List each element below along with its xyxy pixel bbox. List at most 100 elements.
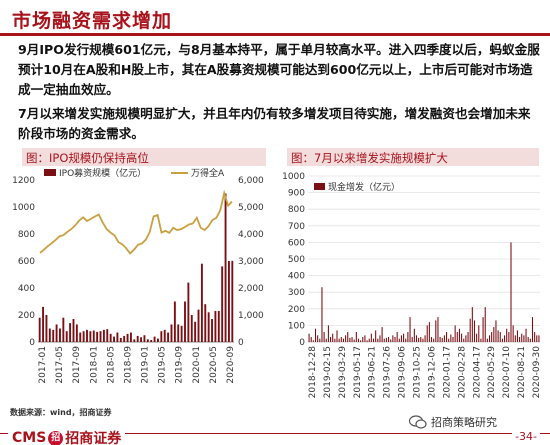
placement-bar: [355, 332, 357, 342]
placement-bar: [426, 325, 428, 342]
ipo-bar: [217, 310, 220, 342]
ipo-bar: [214, 310, 217, 342]
placement-bar: [536, 335, 538, 342]
logo-seal: 招: [48, 430, 64, 445]
y-tick-label: 700: [288, 222, 305, 232]
wechat-icon: [408, 415, 427, 429]
placement-bar: [381, 327, 383, 342]
placement-bar: [486, 338, 488, 342]
placement-bar: [347, 332, 349, 342]
ipo-bar: [200, 263, 203, 342]
x-tick-label: 2019-05-17: [353, 346, 363, 398]
placement-bar: [308, 333, 310, 342]
placement-bar: [362, 337, 364, 342]
ipo-bar: [143, 335, 146, 342]
ipo-bar: [62, 317, 65, 342]
placement-bar: [334, 338, 336, 342]
ipo-bar: [173, 301, 176, 342]
placement-bar: [454, 325, 456, 342]
x-tick-label: 2020-02-28: [457, 346, 467, 399]
ipo-bar: [38, 317, 41, 342]
legend-bar-label: IPO募资规模（亿元）: [59, 167, 146, 179]
ipo-bar: [42, 306, 45, 342]
placement-bar: [310, 337, 312, 342]
placement-bar: [510, 242, 512, 342]
placement-bar: [325, 338, 327, 342]
ipo-bar: [184, 301, 186, 342]
ipo-bar: [153, 336, 156, 342]
y-left-tick-label: 200: [18, 311, 35, 321]
ipo-bar: [207, 312, 210, 342]
y-right-tick-label: 1,000: [238, 311, 264, 321]
ipo-bar: [136, 335, 139, 342]
x-tick-label: 2019-07-26: [383, 346, 393, 399]
y-left-tick-label: 1000: [12, 203, 35, 213]
ipo-bar: [180, 325, 183, 342]
ipo-bar: [150, 339, 153, 342]
placement-bar: [364, 335, 366, 342]
y-left-tick-label: 600: [18, 257, 35, 267]
ipo-bar: [167, 332, 170, 342]
placement-bar: [512, 325, 514, 342]
placement-bar: [463, 338, 465, 342]
placement-bar: [370, 333, 372, 342]
placement-bar: [484, 307, 486, 342]
ipo-bar: [140, 337, 143, 342]
placement-bar: [351, 337, 353, 342]
placement-chart: 0 100 200 300 400 500 600 700 800 900 1000 2018-12-…: [282, 172, 542, 399]
y-left-tick-label: 1200: [12, 176, 35, 186]
ipo-bar: [163, 329, 166, 342]
placement-bar: [396, 332, 398, 342]
page-number: -34-: [512, 430, 540, 443]
x-tick-label: 2020-04-17: [472, 346, 482, 398]
placement-bar: [491, 332, 493, 342]
placement-bar: [422, 338, 424, 342]
placement-bar: [458, 328, 460, 342]
x-tick-label: 2017-05: [55, 346, 65, 384]
logo-latin: CMS: [12, 430, 47, 445]
ipo-bar: [170, 324, 173, 342]
y-left-tick-label: 400: [18, 284, 35, 294]
placement-bar: [516, 330, 518, 342]
placement-bar: [411, 337, 413, 342]
placement-bar: [317, 335, 319, 342]
placement-bar: [538, 335, 540, 342]
ipo-bar: [197, 309, 200, 342]
cms-logo: CMS 招 招商证券: [8, 428, 126, 445]
placement-bar: [330, 337, 332, 342]
placement-bar: [349, 337, 351, 342]
footer-divider: [0, 433, 550, 434]
placement-bar: [495, 320, 497, 342]
placement-bar: [446, 332, 448, 342]
placement-bar: [428, 322, 430, 342]
placement-bar: [398, 338, 400, 342]
placement-bar: [321, 287, 323, 342]
ipo-bar: [86, 329, 88, 342]
ipo-bar: [52, 329, 55, 342]
x-tick-label: 2019-01: [141, 346, 151, 384]
ipo-bar: [109, 333, 112, 342]
chart-title-ipo: 图：IPO规模仍保持高位: [22, 148, 266, 166]
placement-bar: [366, 340, 368, 342]
placement-bar: [314, 328, 317, 342]
placement-bar: [403, 333, 405, 342]
placement-bar: [319, 338, 321, 342]
x-tick-label: 2019-09-06: [398, 346, 408, 399]
y-right-tick-label: 0: [238, 338, 244, 348]
ipo-bar: [146, 339, 149, 342]
x-tick-label: 2019-05: [158, 346, 168, 384]
placement-bar: [527, 337, 529, 342]
ipo-bar: [65, 331, 68, 342]
placement-bar: [488, 335, 491, 342]
placement-bar: [400, 335, 402, 342]
x-tick-label: 2020-05-29: [487, 346, 497, 399]
placement-bar: [379, 335, 381, 342]
logo-cn: 招商证券: [65, 431, 122, 445]
ipo-bar: [45, 315, 48, 342]
placement-bar: [377, 338, 379, 342]
placement-bar: [514, 335, 516, 342]
placement-bar: [482, 317, 484, 342]
y-right-tick-label: 6,000: [238, 176, 264, 186]
y-tick-label: 100: [288, 321, 305, 331]
ipo-bar: [187, 282, 190, 342]
